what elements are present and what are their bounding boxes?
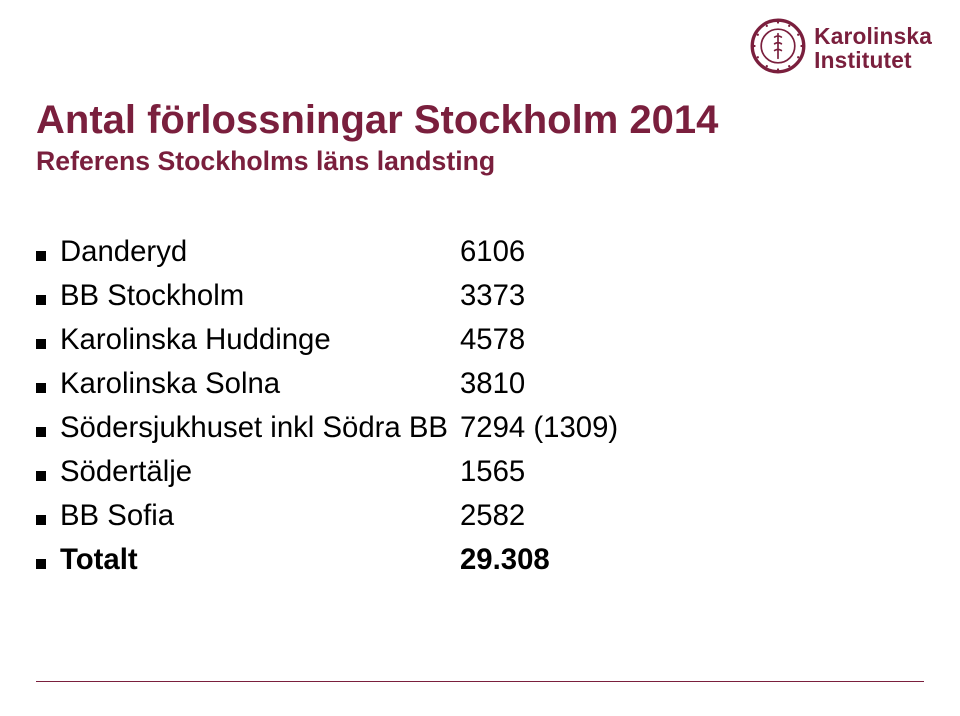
- list-item: Danderyd6106: [36, 235, 736, 269]
- total-label: Totalt: [60, 543, 460, 577]
- bullet-icon: [36, 515, 46, 525]
- item-label: BB Sofia: [60, 499, 460, 533]
- item-label: BB Stockholm: [60, 279, 460, 313]
- brand-logo: Karolinska Institutet: [750, 18, 932, 79]
- bullet-icon: [36, 427, 46, 437]
- brand-text: Karolinska Institutet: [814, 25, 932, 73]
- total-row: Totalt 29.308: [36, 543, 736, 577]
- brand-line1: Karolinska: [814, 25, 932, 49]
- list-item: Karolinska Solna3810: [36, 367, 736, 401]
- item-label: Karolinska Solna: [60, 367, 460, 401]
- bullet-icon: [36, 295, 46, 305]
- list-item: Karolinska Huddinge4578: [36, 323, 736, 357]
- item-label: Södersjukhuset inkl Södra BB: [60, 411, 460, 445]
- total-value: 29.308: [460, 543, 660, 577]
- item-value: 3373: [460, 279, 660, 313]
- footer-divider: [36, 681, 924, 682]
- item-value: 6106: [460, 235, 660, 269]
- list-item: BB Sofia2582: [36, 499, 736, 533]
- bullet-icon: [36, 251, 46, 261]
- page-title: Antal förlossningar Stockholm 2014: [36, 98, 718, 143]
- bullet-icon: [36, 471, 46, 481]
- bullet-icon: [36, 383, 46, 393]
- item-value: 4578: [460, 323, 660, 357]
- data-list: Danderyd6106BB Stockholm3373Karolinska H…: [36, 235, 736, 533]
- brand-line2: Institutet: [814, 49, 932, 73]
- item-value: 1565: [460, 455, 660, 489]
- item-value: 3810: [460, 367, 660, 401]
- content-area: Danderyd6106BB Stockholm3373Karolinska H…: [36, 235, 736, 587]
- page-subtitle: Referens Stockholms läns landsting: [36, 146, 495, 177]
- list-item: Södertälje1565: [36, 455, 736, 489]
- list-item: BB Stockholm3373: [36, 279, 736, 313]
- seal-icon: [750, 18, 806, 79]
- slide: Karolinska Institutet Antal förlossninga…: [0, 0, 960, 716]
- list-item: Södersjukhuset inkl Södra BB7294 (1309): [36, 411, 736, 445]
- item-label: Karolinska Huddinge: [60, 323, 460, 357]
- item-label: Danderyd: [60, 235, 460, 269]
- item-value: 2582: [460, 499, 660, 533]
- bullet-icon: [36, 559, 46, 569]
- item-value: 7294 (1309): [460, 411, 660, 445]
- bullet-icon: [36, 339, 46, 349]
- item-label: Södertälje: [60, 455, 460, 489]
